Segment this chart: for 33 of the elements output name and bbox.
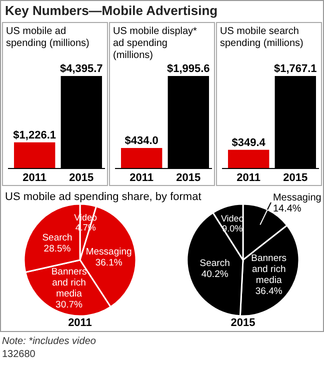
slice-label: Messaging (272, 192, 322, 204)
data-label: 30.7% (56, 299, 84, 310)
data-label: $1,995.6 (166, 63, 210, 75)
data-label: 36.1% (95, 257, 123, 268)
slice-label: Search (42, 232, 72, 244)
data-label: 14.4% (272, 203, 302, 214)
slice-label: Banners and rich media (51, 266, 87, 300)
data-label: $4,395.7 (60, 63, 103, 75)
data-label: $349.4 (232, 136, 266, 149)
text: Note: *includes video (2, 336, 96, 347)
chart-title: US mobile ad spending share, by format (5, 191, 202, 203)
x-tick-label: 2011 (22, 172, 47, 184)
x-tick-label: 2011 (130, 172, 154, 184)
data-label: $1,226.1 (13, 129, 56, 142)
text: 2011 (68, 317, 92, 329)
chart-title: US mobile search spending (millions) (220, 26, 304, 49)
data-label: 28.5% (44, 243, 72, 254)
data-label: $434.0 (124, 134, 158, 147)
data-label: 36.4% (255, 286, 283, 297)
x-tick-label: 2011 (236, 172, 261, 184)
x-tick-label: 2015 (283, 172, 308, 184)
chart-title: US mobile ad spending (millions) (6, 26, 90, 49)
text: 2015 (230, 317, 256, 329)
slice-label: Search (200, 258, 230, 269)
x-tick-label: 2015 (176, 172, 201, 184)
chart-title: US mobile display* ad spending (millions) (113, 26, 198, 61)
text: 132680 (2, 349, 36, 360)
slice-label: Banners and rich media (251, 252, 287, 286)
slice-label: Messaging (86, 246, 132, 258)
text: Key Numbers—Mobile Advertising (5, 3, 218, 18)
x-tick-label: 2015 (69, 172, 94, 184)
data-label: $1,767.1 (274, 63, 317, 75)
data-label: 40.2% (201, 268, 229, 280)
